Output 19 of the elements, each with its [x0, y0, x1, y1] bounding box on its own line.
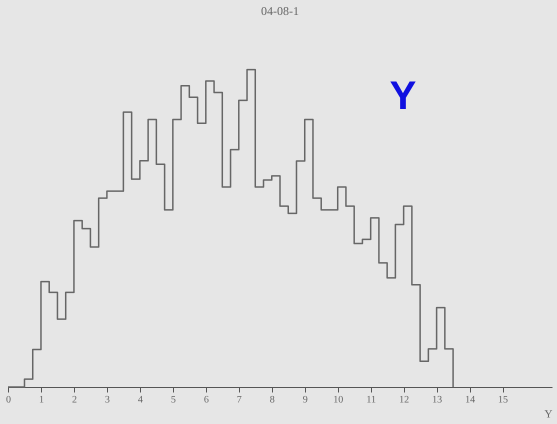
chart-title: 04-08-1 [261, 4, 299, 18]
x-tick-label: 14 [465, 394, 476, 406]
x-tick-label: 15 [498, 394, 508, 406]
x-tick-label: 8 [270, 394, 275, 406]
x-tick-label: 3 [104, 394, 110, 406]
x-tick-label: 0 [6, 394, 11, 406]
x-tick-label: 4 [138, 394, 143, 406]
x-tick-label: 9 [302, 394, 308, 406]
x-tick-label: 2 [72, 394, 77, 406]
x-tick-label: 12 [399, 394, 410, 406]
x-tick-label: 1 [38, 394, 44, 406]
x-axis-title: Y [544, 408, 553, 420]
x-tick-label: 11 [366, 394, 376, 406]
annotation: Y [390, 74, 417, 118]
x-tick-label: 10 [333, 394, 344, 406]
x-tick-label: 13 [432, 394, 442, 406]
x-tick-label: 5 [170, 394, 176, 406]
x-tick-label: 6 [204, 394, 209, 406]
x-tick-label: 7 [236, 394, 242, 406]
